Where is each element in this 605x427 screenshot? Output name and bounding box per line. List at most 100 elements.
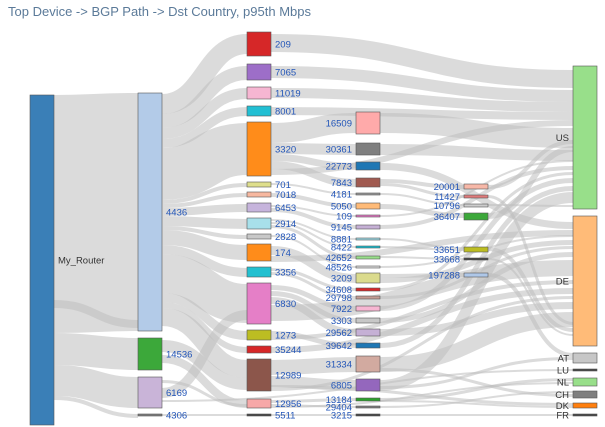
sankey-node-nl[interactable] (572, 377, 598, 387)
sankey-node-197288[interactable] (463, 272, 489, 278)
sankey-node-6805[interactable] (355, 378, 381, 392)
sankey-link (487, 273, 574, 357)
node-label-42652: 42652 (326, 253, 352, 264)
sankey-node-20001[interactable] (463, 183, 489, 190)
sankey-node-2914[interactable] (246, 217, 272, 230)
sankey-node-1273[interactable] (246, 329, 272, 341)
sankey-node-33651[interactable] (463, 246, 489, 253)
sankey-node-2828[interactable] (246, 233, 272, 240)
sankey-node-34608[interactable] (355, 287, 381, 292)
sankey-node-22773[interactable] (355, 161, 381, 171)
sankey-node-de[interactable] (572, 215, 598, 347)
sankey-node-3320[interactable] (246, 121, 272, 177)
sankey-node-8001[interactable] (246, 105, 272, 117)
node-label-197288: 197288 (428, 271, 460, 282)
sankey-node-6830[interactable] (246, 282, 272, 325)
sankey-node-12989[interactable] (246, 358, 272, 392)
sankey-node-lu[interactable] (572, 368, 598, 372)
node-label-us: US (556, 133, 569, 144)
sankey-node-29798[interactable] (355, 295, 381, 300)
sankey-node-31334[interactable] (355, 355, 381, 373)
sankey-node-5511[interactable] (246, 413, 272, 417)
sankey-node-6453[interactable] (246, 202, 272, 213)
sankey-node-4181[interactable] (355, 192, 381, 196)
sankey-link (379, 368, 574, 397)
sankey-link (379, 186, 574, 348)
sankey-link (379, 193, 465, 206)
sankey-node-33668[interactable] (463, 257, 489, 261)
node-label-7843: 7843 (331, 178, 352, 189)
node-label-11019: 11019 (275, 89, 301, 100)
sankey-link (379, 312, 574, 372)
sankey-node-48526[interactable] (355, 265, 381, 269)
node-label-8422: 8422 (331, 243, 352, 254)
labels-layer: My_Router 4436 14536 6169 4306 209 7065 11019 80… (58, 40, 570, 422)
sankey-node-fr[interactable] (572, 413, 598, 417)
sankey-node-4306[interactable] (137, 413, 163, 417)
node-label-6453: 6453 (275, 203, 296, 214)
node-label-7922: 7922 (331, 304, 352, 315)
sankey-node-5050[interactable] (355, 202, 381, 210)
sankey-node-8422[interactable] (355, 245, 381, 249)
sankey-node-11019[interactable] (246, 86, 272, 100)
sankey-link (379, 192, 574, 391)
sankey-node-13184[interactable] (355, 397, 381, 402)
sankey-node-7922[interactable] (355, 305, 381, 312)
sankey-node-8881[interactable] (355, 237, 381, 241)
sankey-node-dk[interactable] (572, 402, 598, 409)
sankey-link (270, 222, 357, 248)
sankey-link (270, 382, 574, 408)
sankey-node-11427[interactable] (463, 194, 489, 199)
sankey-node-209[interactable] (246, 31, 272, 57)
sankey-node-109[interactable] (355, 214, 381, 218)
sankey-node-701[interactable] (246, 181, 272, 188)
sankey-node-39642[interactable] (355, 342, 381, 349)
sankey-link (161, 66, 248, 128)
sankey-link (161, 355, 248, 408)
sankey-link (270, 143, 357, 155)
sankey-link (379, 179, 465, 189)
node-label-at: AT (558, 354, 570, 365)
sankey-node-29404[interactable] (355, 405, 381, 409)
sankey-node-3209[interactable] (355, 272, 381, 284)
node-label-7018: 7018 (275, 190, 296, 201)
sankey-link (379, 183, 465, 198)
sankey-node-29562[interactable] (355, 328, 381, 337)
sankey-link (161, 107, 248, 148)
sankey-node-6169[interactable] (137, 376, 163, 409)
sankey-node-174[interactable] (246, 243, 272, 262)
sankey-node-3356[interactable] (246, 266, 272, 278)
sankey-node-16509[interactable] (355, 111, 381, 135)
node-label-3303: 3303 (331, 316, 352, 327)
sankey-node-3215[interactable] (355, 413, 381, 417)
sankey-node-7065[interactable] (246, 63, 272, 81)
sankey-link (270, 161, 357, 187)
sankey-node-14536[interactable] (137, 337, 163, 371)
sankey-node-at[interactable] (572, 352, 598, 364)
sankey-node-7018[interactable] (246, 191, 272, 198)
node-label-48526: 48526 (326, 263, 352, 274)
sankey-node-3303[interactable] (355, 317, 381, 324)
sankey-link (270, 272, 357, 299)
sankey-link (270, 183, 357, 195)
sankey-node-12956[interactable] (246, 398, 272, 409)
sankey-node-4436[interactable] (137, 92, 163, 332)
sankey-node-9145[interactable] (355, 224, 381, 230)
sankey-node-36407[interactable] (463, 212, 489, 221)
sankey-node-42652[interactable] (355, 255, 381, 260)
sankey-link (161, 380, 248, 407)
sankey-node-my_router[interactable] (29, 94, 55, 426)
sankey-node-30361[interactable] (355, 142, 381, 156)
sankey-node-ch[interactable] (572, 390, 598, 399)
sankey-node-35244[interactable] (246, 345, 272, 354)
sankey-node-7843[interactable] (355, 177, 381, 188)
sankey-link (487, 204, 574, 207)
sankey-link (270, 398, 357, 403)
sankey-node-10796[interactable] (463, 203, 489, 208)
node-label-16509: 16509 (326, 119, 352, 130)
sankey-node-us[interactable] (572, 65, 598, 210)
sankey-link (487, 247, 574, 332)
node-label-5511: 5511 (275, 411, 295, 422)
node-label-6830: 6830 (275, 299, 296, 310)
